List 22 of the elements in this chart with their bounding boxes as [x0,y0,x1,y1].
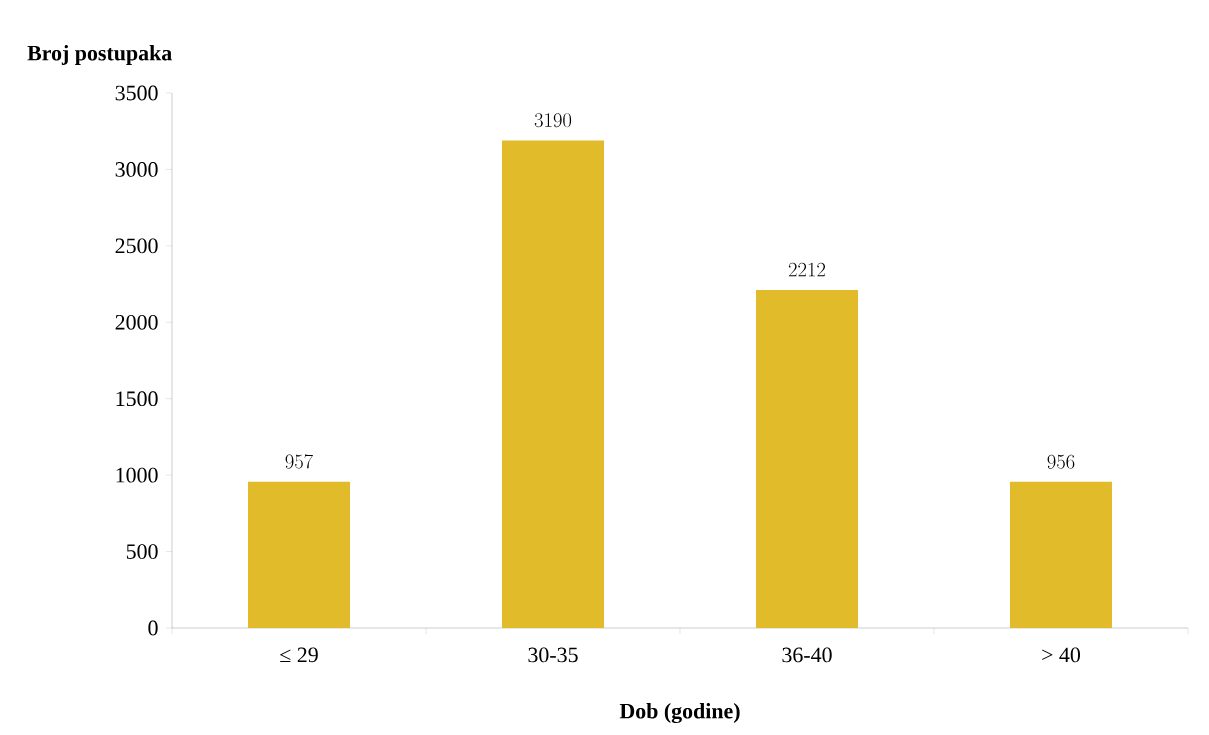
y-tick-label: 500 [126,544,158,559]
y-tick-label: 1500 [116,391,158,407]
y-tick-label: 1000 [116,467,158,483]
y-tick-label: 2000 [115,314,158,330]
y-tick-label: 3000 [115,162,158,177]
bar [248,481,350,628]
bar [755,289,858,628]
data-label: 3190 [534,113,572,128]
data-label: 957 [285,454,314,469]
x-tick-label: 30-35 [528,647,578,663]
data-label: 956 [1047,454,1075,469]
bar [501,140,604,628]
y-axis-title: Broj postupaka [27,45,172,65]
y-tick-label: 2500 [115,238,158,254]
bar [1009,481,1112,628]
y-tick-label: 0 [148,620,158,636]
x-tick-label: 36-40 [782,647,832,663]
y-tick-label: 3500 [115,85,158,101]
data-label: 2212 [788,262,826,277]
x-tick-label: > 40 [1042,647,1081,663]
x-tick-label: ≤ 29 [280,647,318,663]
x-axis-title: Dob (godine) [619,703,740,724]
